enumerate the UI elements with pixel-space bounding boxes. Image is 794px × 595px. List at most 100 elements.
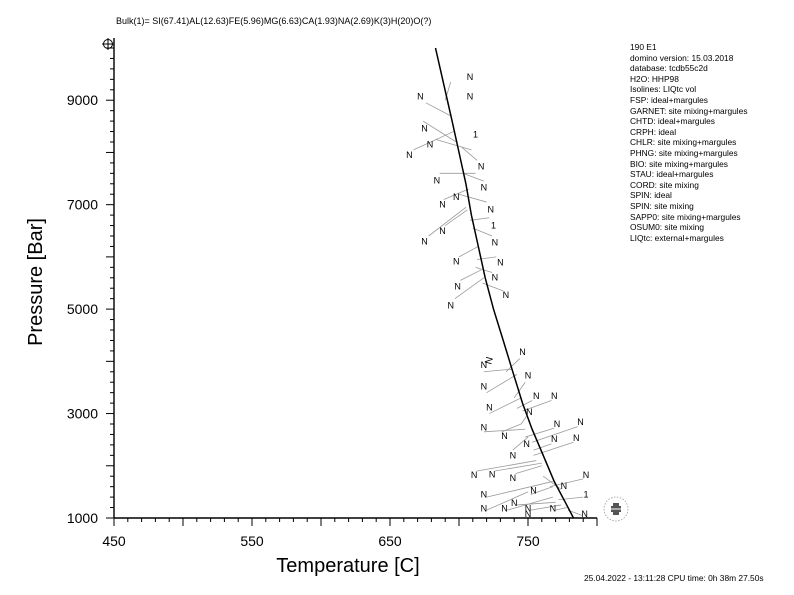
field-label: N	[525, 370, 532, 380]
field-label: N	[421, 123, 428, 133]
field-label: 1	[473, 130, 478, 140]
field-label: N	[467, 92, 474, 102]
field-line	[483, 368, 512, 373]
info-line: FSP: ideal+margules	[630, 94, 708, 105]
field-line	[435, 139, 472, 151]
field-label: N	[583, 470, 590, 480]
field-line	[462, 172, 484, 182]
field-label: 1	[491, 221, 496, 231]
field-line	[476, 460, 537, 472]
field-line	[489, 397, 522, 414]
field-label: N	[510, 450, 517, 460]
field-label: N	[481, 490, 488, 500]
field-line	[472, 227, 493, 237]
field-label: N	[427, 140, 434, 150]
x-tick-label: 650	[378, 533, 402, 549]
field-label: N	[492, 272, 499, 282]
field-line	[530, 504, 562, 511]
field-label: N	[453, 257, 460, 267]
field-label: N	[417, 92, 424, 102]
field-line	[512, 436, 529, 451]
field-line	[522, 400, 552, 412]
field-label: N	[486, 402, 493, 412]
field-line	[542, 475, 562, 490]
field-line	[454, 277, 485, 299]
field-line	[525, 427, 555, 438]
field-label: N	[481, 182, 488, 192]
field-label: N	[526, 407, 533, 417]
field-line	[461, 146, 478, 161]
field-label: N	[492, 237, 499, 247]
field-label: N	[478, 162, 485, 172]
info-line: LIQtc: external+margules	[630, 232, 724, 243]
info-line: CRPH: ideal	[630, 126, 677, 137]
field-line	[555, 507, 567, 511]
field-line	[486, 491, 529, 511]
info-line: database: tcdb55c2d	[630, 63, 708, 74]
field-label: N	[447, 300, 454, 310]
field-label: N	[501, 504, 508, 514]
y-tick-label: 3000	[67, 406, 98, 422]
field-label: N	[481, 381, 488, 391]
field-label: N	[406, 150, 413, 160]
field-label: N	[481, 360, 488, 370]
perple-logo-icon	[102, 38, 114, 50]
field-line	[469, 217, 490, 221]
field-label: N	[501, 431, 508, 441]
bulk-composition: Bulk(1)= SI(67.41)AL(12.63)FE(5.96)MG(6.…	[116, 16, 432, 26]
y-tick-label: 1000	[67, 510, 98, 526]
field-line	[533, 443, 552, 451]
field-label: N	[525, 504, 532, 514]
field-label: N	[550, 504, 557, 514]
curve-label: N	[483, 356, 495, 366]
x-tick-label: 750	[516, 533, 540, 549]
field-line	[460, 269, 482, 281]
field-line	[507, 496, 553, 511]
field-lines	[413, 81, 584, 516]
theriak-domino-logo-icon	[603, 496, 629, 522]
field-label: N	[551, 391, 558, 401]
field-line	[422, 120, 457, 143]
field-label: N	[530, 485, 537, 495]
field-line	[515, 465, 542, 474]
field-label: N	[533, 391, 540, 401]
field-line	[513, 381, 526, 399]
field-line	[482, 282, 504, 292]
field-line	[444, 209, 468, 226]
field-label: N	[523, 439, 530, 449]
info-line: CHTD: ideal+margules	[630, 116, 715, 127]
field-label: N	[481, 504, 488, 514]
field-line	[443, 188, 469, 200]
info-line: 190 E1	[630, 42, 657, 52]
info-line: GARNET: site mixing+margules	[630, 105, 748, 116]
field-label: N	[489, 470, 496, 480]
field-label: N	[551, 434, 558, 444]
field-line	[486, 481, 553, 498]
field-label: N	[421, 237, 428, 247]
info-line: domino version: 15.03.2018	[630, 52, 734, 63]
field-line	[558, 496, 584, 501]
field-label: N	[454, 282, 461, 292]
x-tick-label: 450	[102, 533, 126, 549]
calculation-info: 190 E1 domino version: 15.03.2018 database…	[630, 42, 748, 243]
field-label: 1	[583, 490, 588, 500]
field-label: N	[481, 423, 488, 433]
field-line	[428, 206, 467, 237]
info-line: SPIN: ideal	[630, 190, 672, 201]
field-label: N	[561, 481, 568, 491]
field-line	[516, 501, 556, 506]
field-line	[532, 426, 578, 443]
field-line	[494, 462, 542, 472]
field-label: N	[503, 290, 510, 300]
field-label: N	[510, 473, 517, 483]
axis-ticks: 450 550 650 750 1000 3000 5000 7000 9000	[67, 47, 598, 549]
y-tick-label: 9000	[67, 92, 98, 108]
field-label: N	[577, 417, 584, 427]
solidus-curve	[434, 47, 575, 519]
x-tick-label: 550	[240, 533, 264, 549]
footer-timestamp: 25.04.2022 - 13:11:28 CPU time: 0h 38m 2…	[584, 573, 764, 583]
field-label: N	[554, 419, 561, 429]
field-label: N	[434, 176, 441, 186]
y-axis-title: Pressure [Bar]	[25, 218, 47, 346]
field-label: N	[439, 200, 446, 210]
